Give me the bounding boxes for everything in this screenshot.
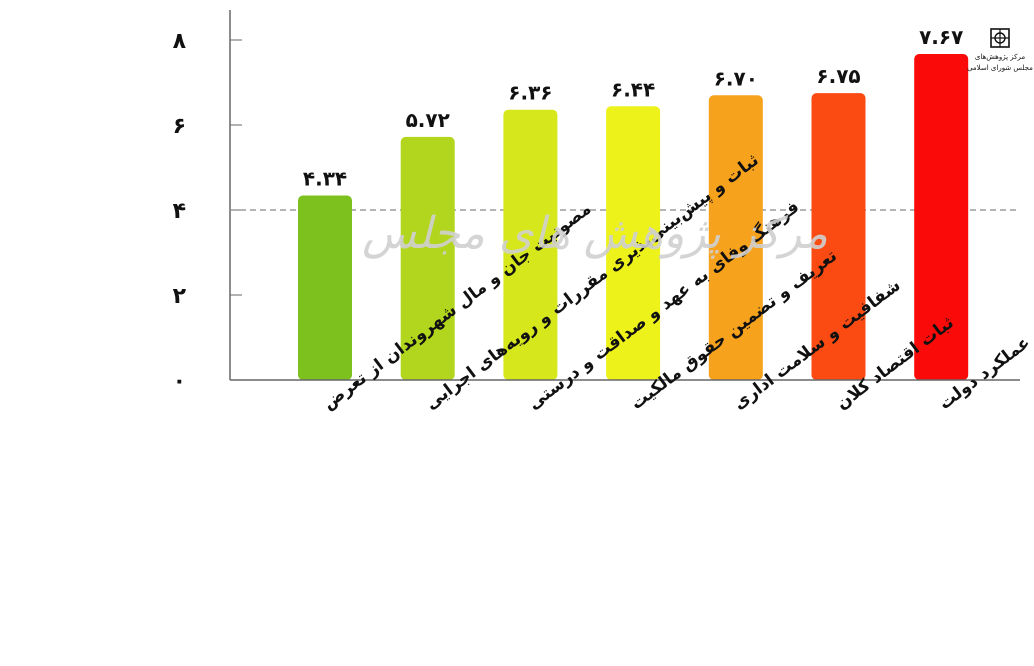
bar [503, 109, 558, 380]
y-tick-label: ۴ [173, 199, 186, 224]
logo-text-line1: مرکز پژوهش‌های [975, 53, 1025, 61]
bar [914, 54, 969, 381]
value-label: ۶.۷۰ [714, 66, 758, 90]
y-tick-label: ۸ [173, 29, 187, 54]
value-label: ۴.۳۴ [303, 167, 347, 191]
logo-text-line2: مجلس شورای اسلامی [967, 64, 1033, 72]
y-tick-label: ۲ [173, 284, 187, 309]
bar [400, 136, 455, 380]
bars [298, 54, 969, 381]
logo: مرکز پژوهش‌های مجلس شورای اسلامی [967, 28, 1033, 72]
y-tick-label: ۶ [173, 114, 186, 139]
bar [708, 95, 763, 380]
value-label: ۶.۷۵ [816, 64, 860, 88]
value-label: ۶.۴۴ [611, 77, 655, 101]
logo-emblem-icon [990, 28, 1010, 48]
value-label: ۵.۷۲ [406, 108, 450, 132]
y-axis: ۰ ۲ ۴ ۶ ۸ [173, 10, 242, 394]
bar [811, 93, 866, 380]
bar [298, 195, 352, 380]
value-labels: ۴.۳۴ ۵.۷۲ ۶.۳۶ ۶.۴۴ ۶.۷۰ ۶.۷۵ ۷.۶۷ [303, 25, 963, 191]
value-label: ۶.۳۶ [508, 81, 552, 105]
y-tick-label: ۰ [173, 369, 186, 394]
value-label: ۷.۶۷ [919, 25, 963, 49]
bar [606, 106, 661, 381]
watermark-text: مرکز پژوهش های مجلس [362, 208, 828, 259]
